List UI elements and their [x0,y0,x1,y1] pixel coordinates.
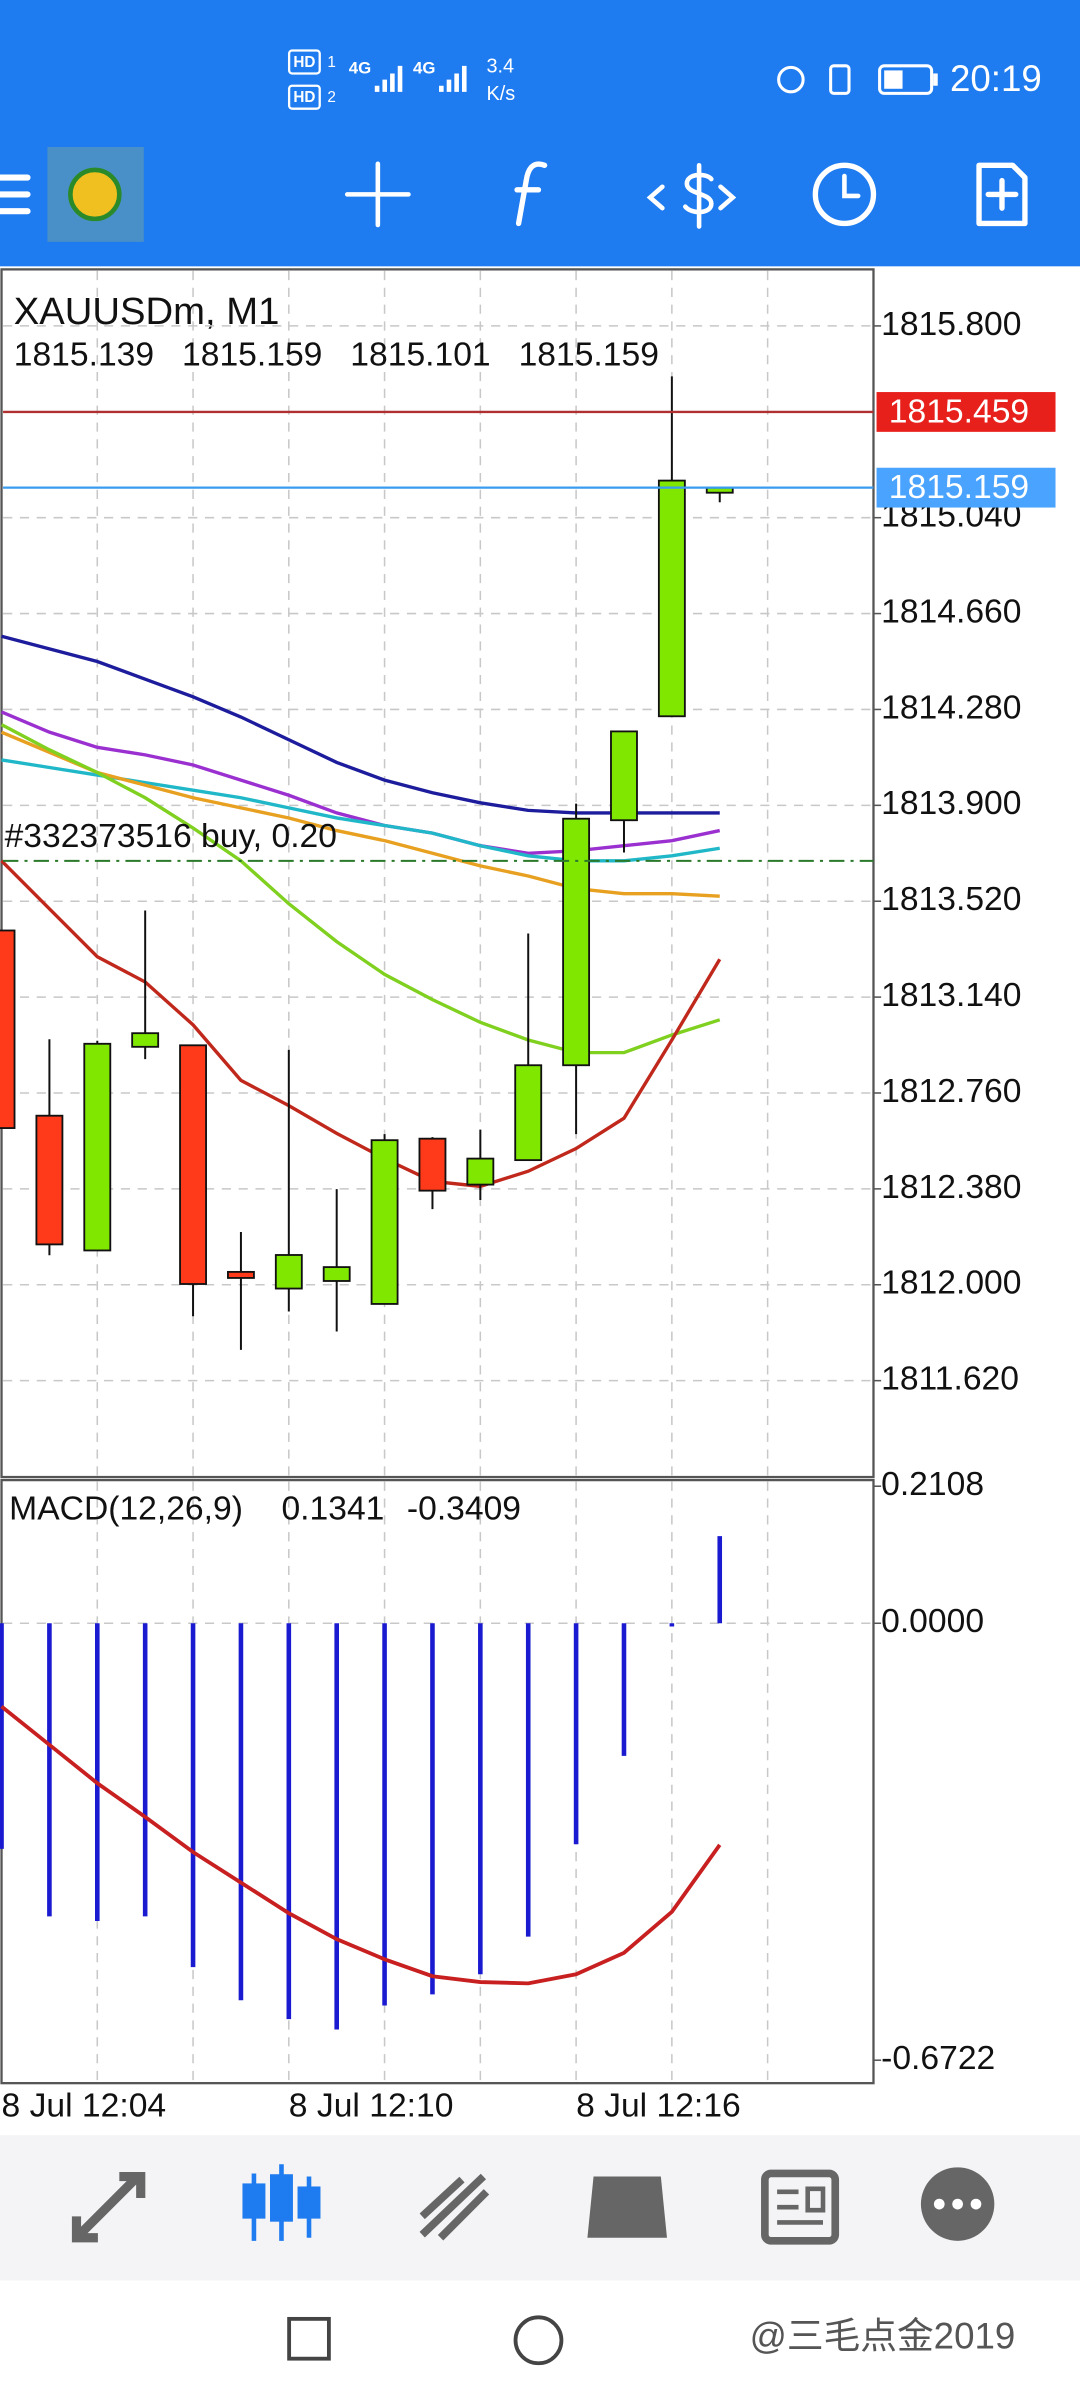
candle-body [322,1266,351,1282]
macd-title: MACD(12,26,9) [9,1491,243,1528]
y-tick-label: 1813.900 [881,785,1021,822]
network-type: 4G [413,58,435,77]
quotes-tab[interactable] [71,2171,146,2243]
bottom-nav [0,2135,1080,2281]
ohlc-high: 1815.159 [182,337,322,374]
y-tick-label: 1814.660 [881,593,1021,630]
system-nav [0,2280,1080,2400]
order-label: #332373516 buy, 0.20 [5,818,337,855]
battery-level [884,70,903,89]
net-speed-unit: K/s [486,83,515,105]
macd-signal-value: -0.3409 [407,1491,521,1528]
network-type: 4G [349,58,371,77]
sim-index: 2 [327,89,336,106]
candle-body [83,1042,112,1252]
toolbar [0,146,1028,242]
candle-body [562,817,591,1067]
recents-button[interactable] [287,2316,331,2361]
macd-signal [0,1704,722,1986]
clock-hands [842,173,861,199]
macd-pane [0,1478,875,2085]
trade-button[interactable] [646,163,737,229]
battery-icon [878,64,934,95]
menu-button[interactable] [0,174,31,215]
price-tag-label: 1815.459 [889,393,1029,430]
candle-body [227,1270,255,1279]
ohlc-low: 1815.101 [350,337,490,374]
y-tick-label: 0.2108 [881,1466,984,1503]
chat-dot [933,2198,945,2210]
y-tick-label: 1812.760 [881,1073,1021,1110]
macd-value: 0.1341 [281,1491,384,1528]
sim-index: 1 [327,54,336,71]
y-tick-label: -0.6722 [881,2040,995,2077]
candle-body [466,1157,495,1186]
moving-average [1,634,720,815]
timeframe-button[interactable] [812,162,877,227]
candle-body [274,1254,303,1290]
hd-text: HD [293,54,315,71]
candle-body [131,1032,160,1048]
template-button[interactable] [976,162,1028,227]
candle-body [0,929,16,1129]
candle-body [610,730,638,822]
y-tick-label: 1811.620 [881,1361,1019,1398]
clock: 20:19 [950,58,1042,99]
candle-body [418,1137,447,1192]
candle-body [179,1044,207,1285]
app-icon-logo [68,167,122,222]
x-tick-label: 8 Jul 12:16 [576,2088,741,2125]
x-tick-label: 8 Jul 12:10 [289,2088,454,2125]
status-bar: HD 1 HD 2 4G 4G 3.4 K/s 20:19 [287,49,1042,110]
moving-average [0,723,721,1055]
app-bar [0,0,1080,267]
main-pane [0,268,875,1479]
watermark: @三毛点金2019 [750,2315,1016,2356]
y-tick-label: 1813.140 [881,977,1021,1014]
ohlc-header: 1815.139 1815.159 1815.101 1815.159 [14,337,659,374]
hd-icon [287,49,321,75]
ohlc-open: 1815.139 [14,337,154,374]
candle-body [657,479,686,718]
moving-average [0,859,722,1189]
y-tick-label: 1812.380 [881,1169,1021,1206]
chart-tab[interactable] [242,2164,321,2241]
trade-tab[interactable] [419,2173,490,2241]
x-tick-label: 8 Jul 12:04 [2,2088,167,2125]
net-speed: 3.4 [486,56,514,78]
signal-icon [439,65,467,92]
price-tag-label: 1815.159 [889,469,1029,506]
news-tab[interactable] [761,2169,840,2245]
candle-body [370,1139,399,1305]
indicators-button[interactable] [514,161,548,227]
home-button[interactable] [513,2315,564,2366]
chat-dot [952,2198,963,2210]
ohlc-close: 1815.159 [519,337,659,374]
chat-dot [970,2198,982,2210]
news-lines [777,2186,826,2225]
candle-body [35,1114,64,1246]
moving-average [0,710,721,855]
bottom-nav-icons [71,2164,995,2245]
crosshair-button[interactable] [344,161,411,228]
price-tag [876,467,1056,508]
y-tick-label: 1813.520 [881,881,1021,918]
y-tick-label: 0.0000 [881,1603,984,1640]
price-tag [876,392,1056,432]
history-tab[interactable] [587,2176,667,2238]
y-tick-label: 1812.000 [881,1265,1021,1302]
vibrate-icon [829,64,851,95]
hd-icon [287,84,321,110]
y-tick-label: 1815.800 [881,306,1021,343]
moving-average [0,730,720,898]
alarm-icon [777,65,805,94]
battery-tip [933,73,938,86]
signal-icon [374,65,403,92]
y-tick-label: 1814.280 [881,689,1021,726]
candle-body [514,1064,543,1162]
hd-text: HD [293,89,315,106]
